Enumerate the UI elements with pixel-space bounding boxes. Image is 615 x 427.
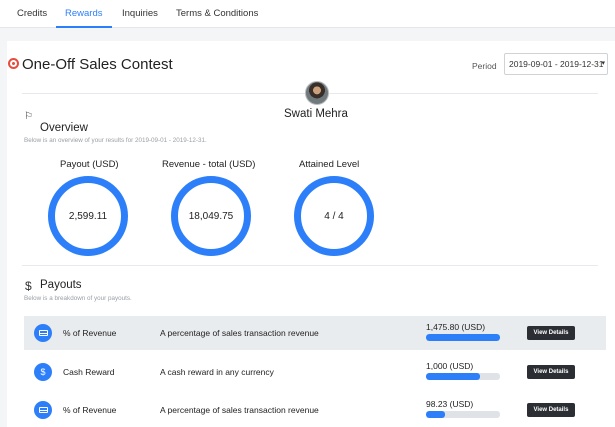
top-tab-bar: Credits Rewards Inquiries Terms & Condit… <box>0 0 615 28</box>
tab-credits[interactable]: Credits <box>17 8 48 19</box>
contest-title: One-Off Sales Contest <box>22 56 173 73</box>
active-tab-indicator <box>56 26 112 28</box>
payouts-title: Payouts <box>40 279 82 291</box>
revenue-value: 18,049.75 <box>188 210 234 222</box>
payout-type: % of Revenue <box>63 328 117 338</box>
view-details-button[interactable]: View Details <box>527 403 575 417</box>
tab-terms-conditions[interactable]: Terms & Conditions <box>176 8 259 19</box>
payout-amount: 1,000 (USD) <box>426 361 474 371</box>
overview-title: Overview <box>40 122 88 134</box>
payout-row: % of Revenue A percentage of sales trans… <box>24 316 606 350</box>
avatar <box>305 81 329 105</box>
payout-row: % of Revenue A percentage of sales trans… <box>24 393 606 427</box>
metric-label-level: Attained Level <box>299 159 360 170</box>
tab-inquiries[interactable]: Inquiries <box>122 8 158 19</box>
payouts-subtitle: Below is a breakdown of your payouts. <box>24 295 132 302</box>
payout-description: A percentage of sales transaction revenu… <box>160 328 319 338</box>
payout-progress-bar <box>426 411 500 418</box>
payout-row: $ Cash Reward A cash reward in any curre… <box>24 355 606 389</box>
payout-ring: 2,599.11 <box>48 176 128 256</box>
level-value: 4 / 4 <box>324 210 344 222</box>
section-divider <box>22 265 598 266</box>
payout-amount: 1,475.80 (USD) <box>426 322 486 332</box>
payout-amount: 98.23 (USD) <box>426 399 474 409</box>
credit-card-icon <box>34 401 52 419</box>
payout-progress-bar <box>426 373 500 380</box>
period-select[interactable]: 2019-09-01 - 2019-12-31 ▾ <box>504 53 608 75</box>
view-details-button[interactable]: View Details <box>527 365 575 379</box>
overview-subtitle: Below is an overview of your results for… <box>24 137 207 144</box>
caret-down-icon: ▾ <box>601 60 605 67</box>
dollar-icon: $ <box>34 363 52 381</box>
payout-type: % of Revenue <box>63 405 117 415</box>
payout-type: Cash Reward <box>63 367 115 377</box>
credit-card-icon <box>34 324 52 342</box>
target-icon <box>8 58 19 69</box>
dollar-icon: $ <box>25 279 32 293</box>
user-name: Swati Mehra <box>284 108 348 120</box>
period-value: 2019-09-01 - 2019-12-31 <box>509 59 604 69</box>
level-ring: 4 / 4 <box>294 176 374 256</box>
metric-label-revenue: Revenue - total (USD) <box>162 159 256 170</box>
view-details-button[interactable]: View Details <box>527 326 575 340</box>
tab-rewards[interactable]: Rewards <box>65 8 103 19</box>
revenue-ring: 18,049.75 <box>171 176 251 256</box>
payout-description: A cash reward in any currency <box>160 367 274 377</box>
metric-label-payout: Payout (USD) <box>60 159 119 170</box>
overview-icon: ⚐ <box>24 111 33 122</box>
period-label: Period <box>472 61 497 71</box>
payout-description: A percentage of sales transaction revenu… <box>160 405 319 415</box>
payout-progress-bar <box>426 334 500 341</box>
payout-value: 2,599.11 <box>68 210 108 222</box>
